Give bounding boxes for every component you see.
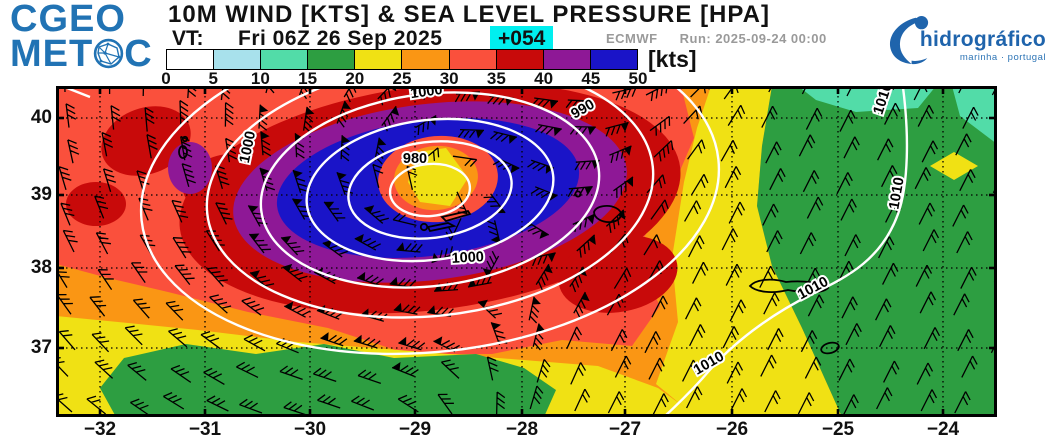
wind-speed-field	[56, 86, 997, 417]
colorbar-cell	[449, 50, 497, 69]
y-tick-label: 37	[30, 337, 52, 358]
colorbar-tick: 25	[392, 69, 412, 88]
x-tick-label: −31	[188, 419, 222, 440]
y-tick-label: 39	[30, 184, 52, 205]
colorbar-cell	[543, 50, 591, 69]
cgeo-logo-line2-suffix: C	[124, 33, 153, 76]
hidrografico-logo: hidrográfico marinha · portugal	[886, 8, 1046, 72]
island-outlines	[178, 135, 840, 355]
brand-tagline: marinha · portugal	[959, 51, 1046, 63]
svg-text:1000: 1000	[451, 249, 484, 267]
colorbar-cell	[590, 50, 637, 69]
x-tick-label: −24	[926, 419, 960, 440]
colorbar-tick: 45	[581, 69, 601, 88]
x-tick-label: −30	[293, 419, 327, 440]
chart-title: 10M WIND [KTS] & SEA LEVEL PRESSURE [HPA…	[168, 1, 770, 28]
globe-network-icon	[92, 37, 125, 74]
hidrografico-text: hidrográfico marinha · portugal	[920, 28, 1046, 63]
svg-text:980: 980	[403, 151, 427, 167]
x-tick-label: −26	[715, 419, 749, 440]
model-run-info: ECMWF Run: 2025-09-24 00:00	[606, 31, 827, 46]
isobars-layer	[61, 86, 909, 417]
svg-text:1000: 1000	[409, 86, 443, 102]
valid-time-label: VT:	[172, 27, 204, 50]
colorbar-cell	[355, 50, 403, 69]
x-tick-label: −28	[505, 419, 539, 440]
colorbar-tick: 30	[439, 69, 459, 88]
colorbar-cell	[496, 50, 544, 69]
colorbar-tick: 50	[628, 69, 648, 88]
colorbar-cell	[402, 50, 450, 69]
map-border	[56, 86, 997, 417]
model-name: ECMWF	[606, 31, 658, 46]
colorbar-cell	[261, 50, 309, 69]
x-tick-label: −25	[821, 419, 855, 440]
brand-name: hidrográfico	[919, 27, 1046, 51]
wind-barbs-layer	[56, 86, 997, 417]
run-timestamp: Run: 2025-09-24 00:00	[679, 31, 827, 46]
cgeo-logo-line2: MET C	[10, 35, 153, 74]
colorbar-tick: 35	[486, 69, 506, 88]
colorbar-cell	[167, 50, 215, 69]
colorbar-tick: 20	[345, 69, 365, 88]
valid-time-value: Fri 06Z 26 Sep 2025	[238, 27, 443, 50]
wave-drop-icon	[889, 16, 929, 65]
forecast-step-badge: +054	[490, 26, 554, 52]
y-tick-label: 38	[30, 257, 52, 278]
x-tick-label: −29	[398, 419, 432, 440]
colorbar-tick: 15	[298, 69, 318, 88]
colorbar-unit-label: [kts]	[648, 46, 697, 72]
colorbar-tick: 10	[250, 69, 270, 88]
cgeo-logo-line1: CGEO	[10, 0, 126, 40]
wind-speed-colorbar	[166, 49, 638, 70]
cgeo-metoc-logo: CGEO MET C	[10, 0, 153, 74]
cgeo-logo-line2-text: MET	[10, 33, 94, 76]
colorbar-cell	[308, 50, 356, 69]
colorbar-tick: 0	[161, 69, 171, 88]
colorbar-tick: 40	[534, 69, 554, 88]
colorbar-cell	[214, 50, 262, 69]
y-tick-label: 40	[30, 107, 52, 128]
x-tick-label: −32	[83, 419, 117, 440]
x-tick-label: −27	[608, 419, 642, 440]
colorbar-tick: 5	[208, 69, 218, 88]
